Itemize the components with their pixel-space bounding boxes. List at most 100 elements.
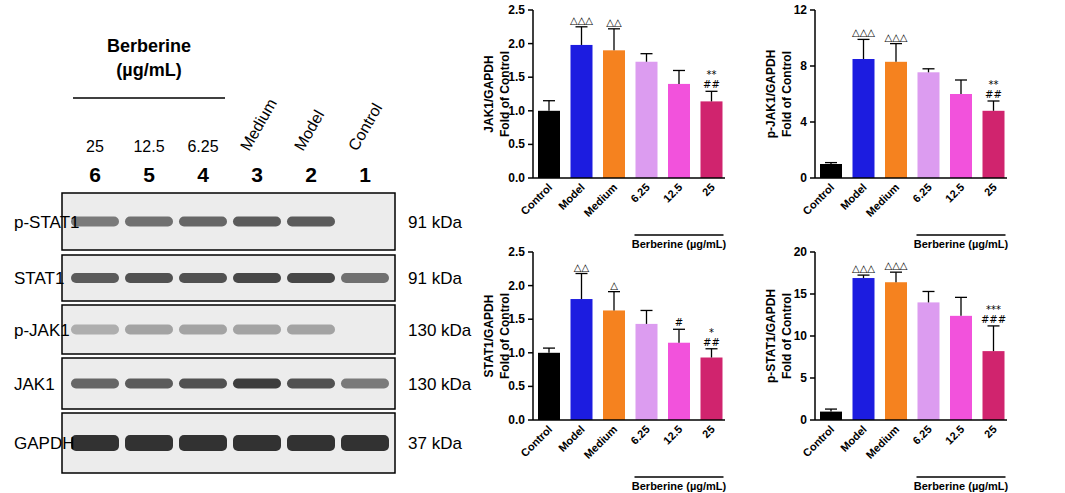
bar <box>853 278 875 420</box>
bar <box>668 84 690 178</box>
blot-band <box>179 217 227 227</box>
group-label: Berberine (µg/mL) <box>632 238 727 250</box>
blot-panel <box>62 193 395 250</box>
x-tick-label: 25 <box>982 181 999 198</box>
blot-band <box>71 325 119 335</box>
bar <box>603 50 625 178</box>
blot-row-label: p-STAT1 <box>14 213 80 232</box>
y-tick-label: 1.0 <box>508 104 525 118</box>
x-tick-label: Control <box>518 423 554 459</box>
y-tick-label: 0 <box>800 171 807 185</box>
group-label: Berberine (µg/mL) <box>914 480 1009 492</box>
x-tick-label: Model <box>556 181 587 212</box>
significance-mark: ## <box>703 337 720 348</box>
error-cap <box>923 291 935 292</box>
y-tick <box>528 43 533 45</box>
y-tick-label: 20 <box>794 245 808 259</box>
bar <box>918 72 940 178</box>
y-tick-label: 0 <box>800 413 807 427</box>
bar <box>571 299 593 420</box>
y-tick <box>810 65 815 67</box>
error-cap <box>706 348 718 349</box>
x-tick-label: 6.25 <box>628 423 652 447</box>
y-axis-label: Fold of Control <box>780 51 794 137</box>
x-tick-label: Control <box>800 181 836 217</box>
y-tick <box>528 318 533 320</box>
error-bar <box>993 326 994 351</box>
x-axis-line <box>533 177 725 179</box>
error-bar <box>613 292 614 311</box>
error-bar <box>646 54 647 62</box>
figure: Berberine(µg/mL)25612.556.254Medium3Mode… <box>0 0 1065 493</box>
y-tick-label: 4 <box>800 115 807 129</box>
blot-band <box>71 435 119 451</box>
error-cap <box>988 100 1000 101</box>
y-tick-label: 2.0 <box>508 279 525 293</box>
y-tick <box>528 110 533 112</box>
error-bar <box>960 297 961 315</box>
bar <box>571 45 593 178</box>
y-axis-line <box>532 252 534 420</box>
error-bar <box>960 80 961 94</box>
y-tick <box>810 335 815 337</box>
bar-chart: JAK1/GAPDHFold of Control0.00.51.01.52.0… <box>482 3 727 250</box>
x-tick-label: 12.5 <box>661 181 685 205</box>
significance-mark: ### <box>981 314 1006 325</box>
bar <box>636 324 658 420</box>
significance-mark: ## <box>985 89 1002 100</box>
y-tick-label: 8 <box>800 59 807 73</box>
y-axis-line <box>814 10 816 178</box>
blot-row-label: p-JAK1 <box>14 321 70 340</box>
y-axis-line <box>532 10 534 178</box>
y-axis-label: STAT1/GAPDH <box>482 295 496 378</box>
y-tick-label: 0.0 <box>508 171 525 185</box>
y-axis-label: Fold of Control <box>498 293 512 379</box>
x-axis-line <box>815 177 1007 179</box>
significance-mark: # <box>675 317 683 328</box>
bar <box>820 164 842 178</box>
bar <box>636 62 658 178</box>
x-tick-label: Control <box>518 181 554 217</box>
error-bar <box>581 274 582 300</box>
error-cap <box>825 408 837 409</box>
bar <box>701 358 723 420</box>
bar <box>885 62 907 178</box>
y-tick <box>810 293 815 295</box>
error-bar <box>548 101 549 111</box>
y-tick <box>528 251 533 253</box>
blot-band <box>179 379 227 389</box>
blot-band <box>233 325 281 335</box>
blot-size-label: 91 kDa <box>408 269 462 288</box>
x-tick-label: 6.25 <box>910 423 934 447</box>
group-line <box>917 234 1006 236</box>
blot-row-label: GAPDH <box>14 434 74 453</box>
y-tick-label: 1.0 <box>508 346 525 360</box>
bar-chart: STAT1/GAPDHFold of Control0.00.51.01.52.… <box>482 245 727 492</box>
x-tick-label: 6.25 <box>910 181 934 205</box>
y-tick <box>528 144 533 146</box>
error-cap <box>988 325 1000 326</box>
group-line <box>917 476 1006 478</box>
y-tick <box>528 352 533 354</box>
bar <box>950 94 972 178</box>
blot-panel <box>62 413 395 473</box>
y-tick-label: 12 <box>794 3 808 17</box>
blot-band <box>233 435 281 451</box>
y-tick-label: 0.5 <box>508 137 525 151</box>
blot-band <box>125 379 173 389</box>
blot-band <box>125 273 173 283</box>
error-cap <box>608 28 620 29</box>
blot-band <box>233 217 281 227</box>
blot-band <box>179 273 227 283</box>
y-axis-label: p-JAK1/GAPDH <box>764 50 778 139</box>
bar-chart: p-STAT1/GAPDHFold of Control05101520△△△△… <box>764 245 1009 492</box>
error-bar <box>646 310 647 323</box>
significance-mark: △ <box>610 280 618 291</box>
plot-area <box>820 272 1005 420</box>
error-cap <box>576 273 588 274</box>
y-axis-label: JAK1/GAPDH <box>482 55 496 132</box>
error-bar <box>895 272 896 282</box>
bar <box>918 302 940 420</box>
group-label: Berberine (µg/mL) <box>632 480 727 492</box>
blot-band <box>341 217 389 227</box>
